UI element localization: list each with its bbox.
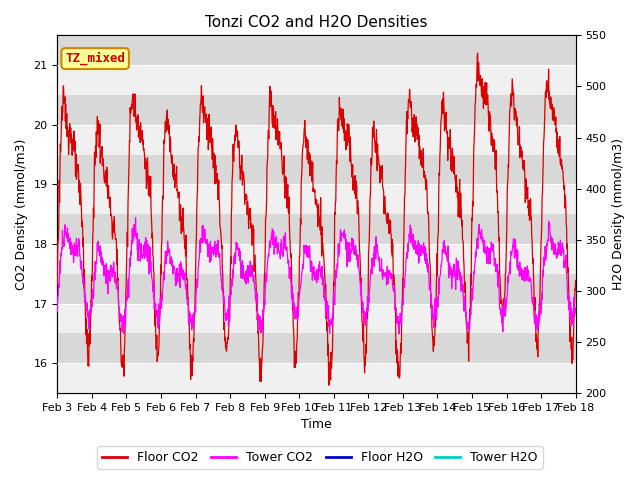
Floor CO2 xyxy=(465,358,472,364)
Y-axis label: H2O Density (mmol/m3): H2O Density (mmol/m3) xyxy=(612,138,625,290)
Floor H2O xyxy=(361,327,369,333)
Tower H2O xyxy=(54,192,61,198)
Bar xyxy=(58,65,575,95)
Line: Tower CO2: Tower CO2 xyxy=(58,218,575,334)
Bar xyxy=(58,214,575,244)
Tower CO2 xyxy=(572,305,579,311)
Tower H2O xyxy=(156,226,164,232)
Floor CO2 xyxy=(325,382,333,388)
Tower H2O xyxy=(266,58,273,63)
Floor CO2 xyxy=(572,277,579,283)
Tower H2O xyxy=(227,164,234,170)
Bar xyxy=(58,155,575,184)
Tower H2O xyxy=(397,249,405,254)
Floor CO2 xyxy=(156,305,164,311)
Tower CO2 xyxy=(54,309,61,314)
Floor CO2 xyxy=(169,168,177,173)
Line: Floor CO2: Floor CO2 xyxy=(58,53,575,385)
Bar xyxy=(58,304,575,334)
Floor CO2 xyxy=(54,281,61,287)
Floor H2O xyxy=(169,174,177,180)
Legend: Floor CO2, Tower CO2, Floor H2O, Tower H2O: Floor CO2, Tower CO2, Floor H2O, Tower H… xyxy=(97,446,543,469)
X-axis label: Time: Time xyxy=(301,419,332,432)
Tower CO2 xyxy=(397,322,405,327)
Bar xyxy=(58,244,575,274)
Floor H2O xyxy=(227,181,235,187)
Floor H2O xyxy=(511,160,518,166)
Floor H2O xyxy=(572,216,579,222)
Tower CO2 xyxy=(227,292,235,298)
Bar xyxy=(58,36,575,65)
Bar xyxy=(58,334,575,363)
Bar xyxy=(58,184,575,214)
Floor CO2 xyxy=(227,254,234,260)
Floor CO2 xyxy=(511,110,518,116)
Bar xyxy=(58,95,575,125)
Y-axis label: CO2 Density (mmol/m3): CO2 Density (mmol/m3) xyxy=(15,139,28,290)
Bar xyxy=(58,363,575,393)
Line: Tower H2O: Tower H2O xyxy=(58,60,575,330)
Tower CO2 xyxy=(169,271,177,277)
Floor H2O xyxy=(127,68,135,74)
Floor H2O xyxy=(397,266,405,272)
Bar xyxy=(58,274,575,304)
Floor H2O xyxy=(54,195,61,201)
Tower CO2 xyxy=(465,319,473,325)
Text: TZ_mixed: TZ_mixed xyxy=(65,52,125,65)
Tower CO2 xyxy=(157,295,164,301)
Bar xyxy=(58,125,575,155)
Title: Tonzi CO2 and H2O Densities: Tonzi CO2 and H2O Densities xyxy=(205,15,428,30)
Tower H2O xyxy=(394,327,401,333)
Tower H2O xyxy=(572,189,579,195)
Floor H2O xyxy=(465,288,473,293)
Floor CO2 xyxy=(397,341,404,347)
Floor H2O xyxy=(157,234,164,240)
Tower H2O xyxy=(465,280,473,286)
Floor CO2 xyxy=(474,50,481,56)
Tower CO2 xyxy=(132,215,140,221)
Line: Floor H2O: Floor H2O xyxy=(58,71,575,330)
Tower H2O xyxy=(169,173,177,179)
Tower H2O xyxy=(511,169,518,175)
Tower CO2 xyxy=(511,250,518,256)
Tower CO2 xyxy=(396,331,403,337)
